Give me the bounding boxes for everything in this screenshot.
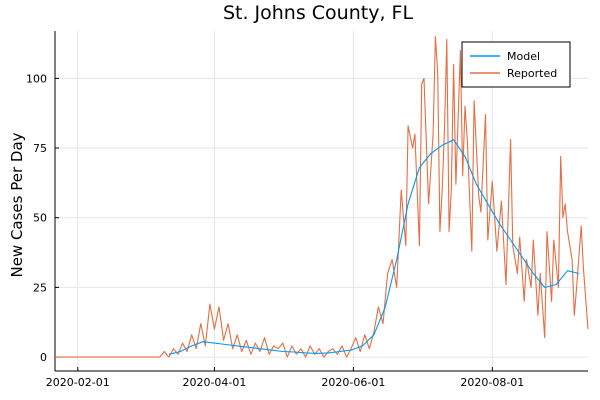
x-tick-label: 2020-02-01 [46, 376, 110, 389]
y-tick-label: 75 [33, 142, 47, 155]
chart-title: St. Johns County, FL [223, 2, 414, 24]
tick-labels: 2020-02-01 2020-04-01 2020-06-01 2020-08-01… [26, 72, 524, 389]
x-tick-label: 2020-04-01 [182, 376, 246, 389]
y-tick-label: 25 [33, 281, 47, 294]
y-tick-label: 100 [26, 72, 47, 85]
y-tick-label: 50 [33, 212, 47, 225]
legend: Model Reported [461, 41, 571, 88]
series-line-model [168, 139, 580, 355]
legend-label-model: Model [507, 50, 540, 63]
x-tick-label: 2020-06-01 [321, 376, 385, 389]
x-tick-label: 2020-08-01 [460, 376, 524, 389]
y-tick-label: 0 [40, 351, 47, 364]
legend-box [461, 41, 571, 88]
legend-label-reported: Reported [507, 67, 557, 80]
series-layer [55, 36, 589, 358]
y-axis-label: New Cases Per Day [8, 132, 26, 277]
